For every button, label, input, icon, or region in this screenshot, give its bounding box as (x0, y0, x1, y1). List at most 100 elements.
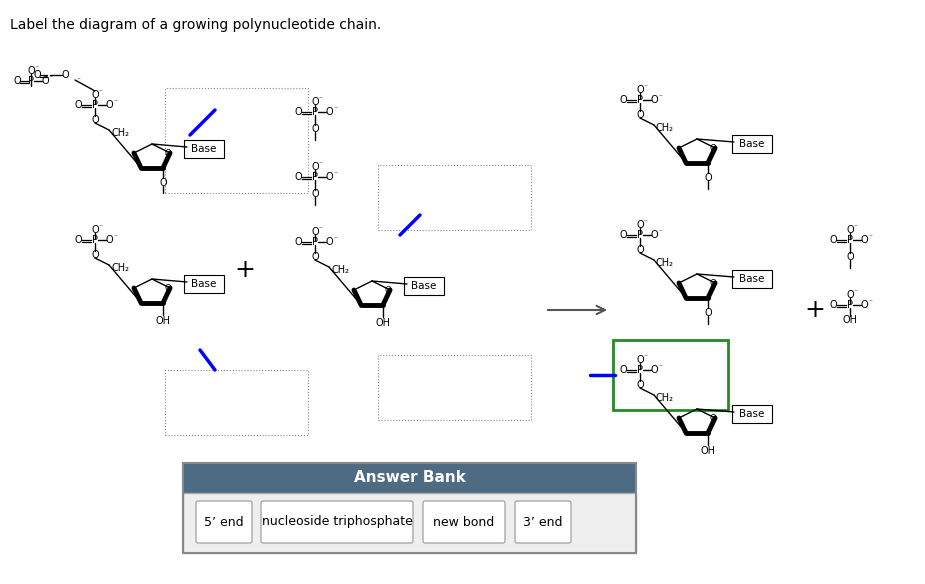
Text: O: O (326, 107, 333, 117)
Text: ⁻: ⁻ (333, 169, 337, 179)
Text: P: P (637, 365, 643, 375)
Text: ⁻: ⁻ (113, 232, 117, 242)
Text: 5’ end: 5’ end (204, 516, 244, 529)
Bar (183, 463, 636, 493)
Bar (165, 370, 308, 435)
Text: O: O (294, 237, 302, 247)
Text: Base: Base (739, 274, 765, 284)
Text: CH₂: CH₂ (656, 393, 674, 403)
Bar (378, 355, 531, 420)
Text: ⁻: ⁻ (643, 82, 647, 92)
Text: P: P (637, 230, 643, 240)
Text: ⁻: ⁻ (868, 297, 872, 307)
Text: O: O (709, 279, 716, 287)
Text: ⁻: ⁻ (658, 363, 662, 371)
Bar (183, 463, 636, 553)
Text: P: P (92, 235, 98, 245)
Text: P: P (847, 300, 853, 310)
Text: O: O (709, 413, 716, 423)
Text: ⁻: ⁻ (658, 92, 662, 102)
Text: ⁻: ⁻ (853, 287, 857, 297)
Text: OH: OH (843, 315, 857, 325)
Text: ⁻: ⁻ (318, 95, 322, 103)
Text: Base: Base (412, 281, 437, 291)
Text: +: + (235, 258, 255, 282)
Text: Label the diagram of a growing polynucleotide chain.: Label the diagram of a growing polynucle… (10, 18, 381, 32)
Text: O: O (829, 300, 837, 310)
Text: ⁻: ⁻ (98, 88, 102, 96)
FancyBboxPatch shape (732, 135, 772, 153)
Text: O: O (846, 225, 854, 235)
Text: O: O (92, 90, 99, 100)
Text: ⁻: ⁻ (868, 232, 872, 242)
Text: ⁻: ⁻ (643, 353, 647, 361)
Text: P: P (28, 76, 34, 86)
Text: +: + (805, 298, 825, 322)
Text: P: P (312, 237, 318, 247)
Text: P: P (92, 100, 98, 110)
Text: O: O (311, 162, 319, 172)
Text: O: O (650, 95, 658, 105)
Text: O: O (92, 115, 99, 125)
Text: O: O (860, 300, 868, 310)
Text: CH₂: CH₂ (111, 128, 129, 138)
Text: O: O (619, 230, 627, 240)
Text: O: O (33, 70, 41, 80)
Text: O: O (636, 85, 644, 95)
Text: new bond: new bond (434, 516, 495, 529)
Text: O: O (704, 172, 712, 183)
Text: O: O (650, 365, 658, 375)
Text: O: O (650, 230, 658, 240)
Bar (378, 165, 531, 230)
Text: O: O (311, 124, 319, 134)
Text: CH₂: CH₂ (656, 258, 674, 268)
FancyBboxPatch shape (261, 501, 413, 543)
Text: ⁻: ⁻ (318, 224, 322, 234)
Text: O: O (105, 100, 113, 110)
Text: O: O (846, 252, 854, 262)
Text: O: O (636, 110, 644, 120)
FancyBboxPatch shape (515, 501, 571, 543)
Text: O: O (636, 245, 644, 255)
Text: Base: Base (739, 139, 765, 149)
Text: P: P (637, 95, 643, 105)
Text: ⁻: ⁻ (48, 74, 52, 82)
Text: CH₂: CH₂ (331, 265, 349, 275)
Text: O: O (636, 220, 644, 230)
Text: O: O (61, 70, 68, 80)
Text: O: O (829, 235, 837, 245)
Bar (613, 340, 728, 410)
Text: Base: Base (191, 144, 216, 154)
Text: ⁻: ⁻ (853, 223, 857, 231)
Text: ⁻: ⁻ (318, 159, 322, 169)
Text: P: P (847, 235, 853, 245)
Text: O: O (636, 355, 644, 365)
Text: O: O (294, 172, 302, 182)
Text: ⁻: ⁻ (643, 217, 647, 227)
Text: O: O (326, 172, 333, 182)
Text: 3’ end: 3’ end (524, 516, 562, 529)
Text: O: O (42, 76, 49, 86)
Text: OH: OH (155, 315, 171, 325)
FancyBboxPatch shape (732, 405, 772, 423)
Text: OH: OH (700, 446, 716, 456)
Text: ⁻: ⁻ (76, 75, 80, 85)
Text: O: O (105, 235, 113, 245)
Text: O: O (860, 235, 868, 245)
Text: Base: Base (191, 279, 216, 289)
Text: Answer Bank: Answer Bank (353, 471, 465, 485)
Text: P: P (312, 107, 318, 117)
Text: O: O (159, 178, 167, 187)
Bar (183, 493, 636, 553)
Text: O: O (164, 284, 171, 293)
Text: Base: Base (739, 409, 765, 419)
FancyBboxPatch shape (732, 270, 772, 288)
Text: ⁻: ⁻ (658, 228, 662, 237)
Text: ⁻: ⁻ (333, 105, 337, 113)
Text: O: O (311, 189, 319, 199)
Text: O: O (27, 66, 35, 76)
Text: O: O (294, 107, 302, 117)
Text: O: O (13, 76, 20, 86)
Text: nucleoside triphosphate: nucleoside triphosphate (262, 516, 413, 529)
Text: CH₂: CH₂ (111, 263, 129, 273)
